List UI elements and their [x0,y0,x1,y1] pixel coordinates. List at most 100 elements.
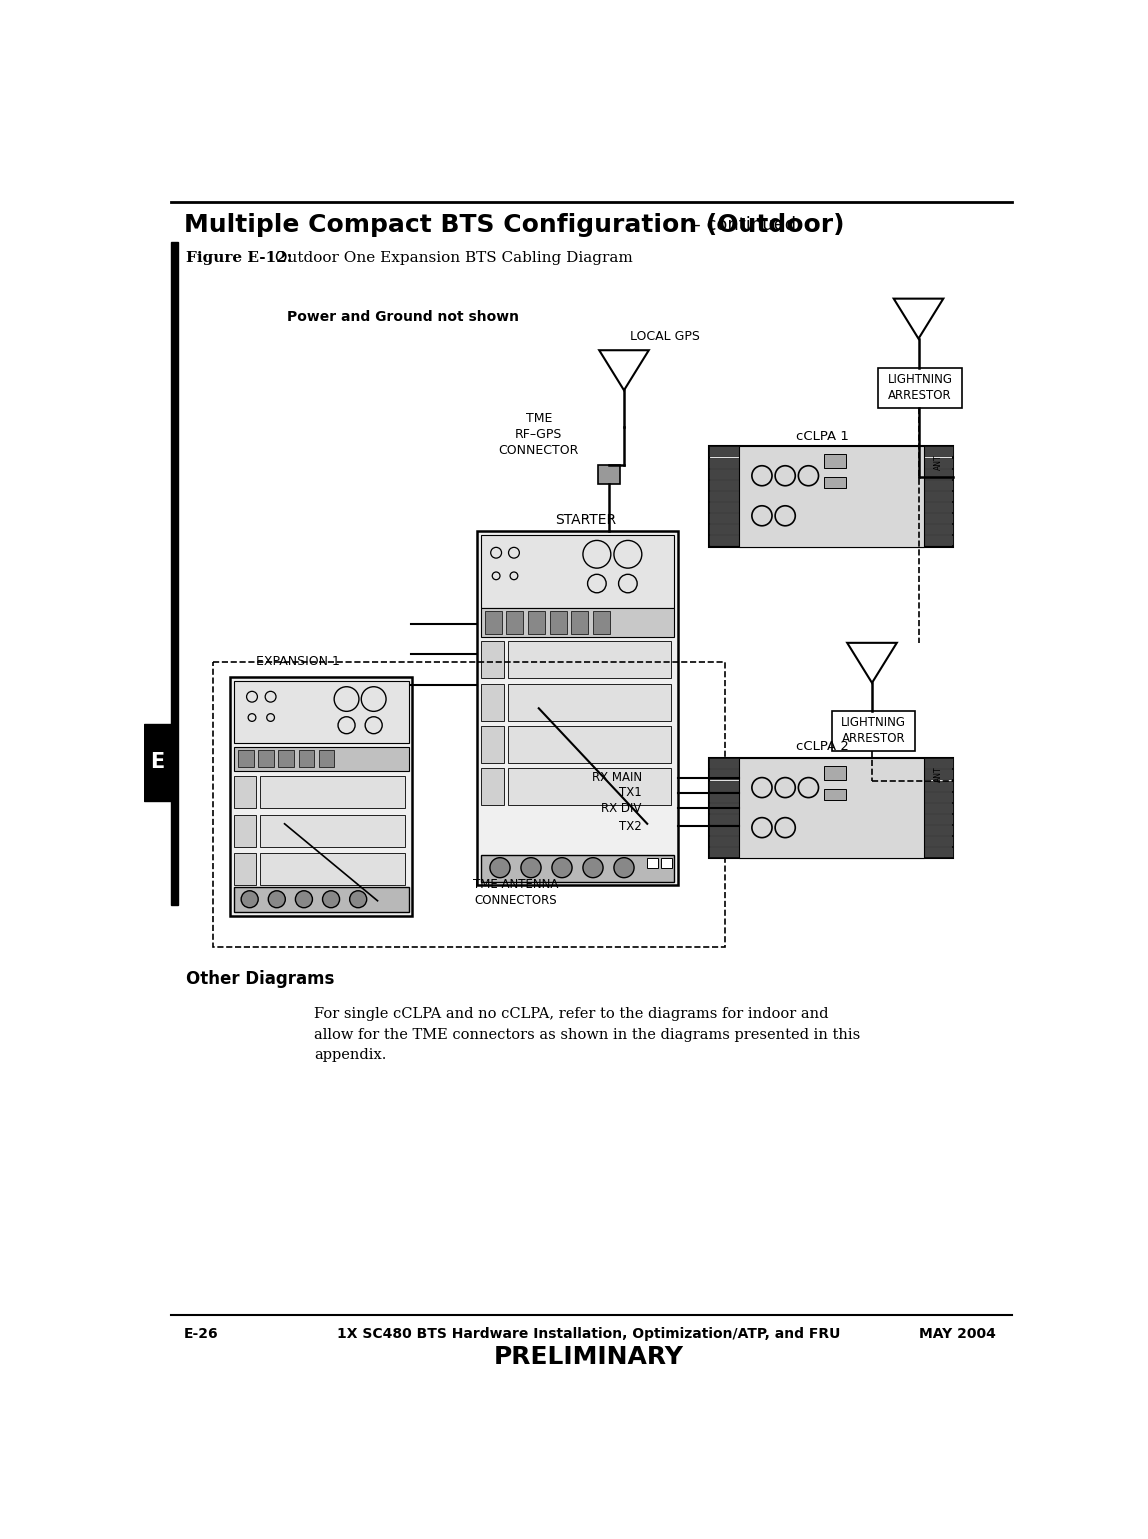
Circle shape [552,857,572,877]
Bar [507,642,670,679]
Text: ANT: ANT [934,766,944,782]
Bar [709,525,738,534]
Bar [924,469,953,479]
Bar [709,457,738,468]
Bar [924,512,953,523]
Bar [528,611,545,634]
Bar [924,457,953,468]
Text: cCLPA 2: cCLPA 2 [796,740,848,753]
Bar [924,825,953,836]
Text: – continued: – continued [687,215,796,234]
Text: Figure E-12:: Figure E-12: [186,251,293,265]
Bar [476,531,678,885]
Text: LIGHTNING
ARRESTOR: LIGHTNING ARRESTOR [841,716,906,745]
Bar [924,502,953,512]
Bar [738,759,924,859]
Bar [481,536,674,608]
Bar [709,491,738,500]
Bar [709,446,953,546]
Circle shape [614,857,634,877]
Text: TX2: TX2 [619,820,642,833]
Text: TX1: TX1 [619,786,642,799]
Bar [481,854,674,882]
Bar [924,480,953,489]
Bar [924,525,953,534]
Bar [709,814,738,823]
Bar [831,711,915,751]
Bar [234,776,256,808]
Bar [144,723,171,800]
Bar [709,480,738,489]
Bar [924,814,953,823]
Text: LIGHTNING
ARRESTOR: LIGHTNING ARRESTOR [887,374,953,403]
Bar [234,814,256,846]
Bar [507,768,670,805]
Bar [234,886,409,913]
Text: ANT: ANT [934,454,944,469]
Text: TME
RF–GPS
CONNECTOR: TME RF–GPS CONNECTOR [498,412,579,457]
Bar [259,776,405,808]
Bar [484,611,502,634]
Circle shape [521,857,541,877]
Polygon shape [847,643,897,683]
Bar [924,791,953,802]
Text: cCLPA 1: cCLPA 1 [796,429,848,443]
Bar [594,611,610,634]
Bar [481,608,674,637]
Bar [647,859,658,868]
Circle shape [350,891,366,908]
Bar [709,848,738,857]
Bar [481,768,504,805]
Bar [214,662,724,946]
Circle shape [323,891,340,908]
Bar [709,836,738,846]
Text: 1X SC480 BTS Hardware Installation, Optimization/ATP, and FRU: 1X SC480 BTS Hardware Installation, Opti… [336,1327,840,1340]
Text: LOCAL GPS: LOCAL GPS [630,329,700,343]
Bar [924,759,953,768]
Text: Outdoor One Expansion BTS Cabling Diagram: Outdoor One Expansion BTS Cabling Diagra… [270,251,633,265]
Bar [709,759,953,859]
Circle shape [269,891,286,908]
Polygon shape [893,299,944,339]
Bar [506,611,523,634]
Text: PRELIMINARY: PRELIMINARY [494,1345,683,1370]
Bar [824,766,846,780]
Bar [709,780,738,791]
Bar [481,642,504,679]
Bar [234,746,409,771]
Bar [924,770,953,779]
Bar [171,243,178,905]
Bar [924,803,953,813]
Bar [709,770,738,779]
Bar [481,683,504,720]
Text: RX MAIN: RX MAIN [591,771,642,783]
Bar [709,512,738,523]
Bar [298,749,315,766]
Bar [234,682,409,743]
Bar [278,749,294,766]
Text: STARTER: STARTER [554,514,615,528]
Bar [924,446,953,457]
Text: Multiple Compact BTS Configuration (Outdoor): Multiple Compact BTS Configuration (Outd… [184,212,844,237]
Bar [661,859,672,868]
Bar [319,749,334,766]
Text: E-26: E-26 [184,1327,218,1340]
Bar [550,611,567,634]
Bar [709,825,738,836]
Bar [924,491,953,500]
Text: For single cCLPA and no cCLPA, refer to the diagrams for indoor and
allow for th: For single cCLPA and no cCLPA, refer to … [315,1007,860,1062]
Bar [924,780,953,791]
Bar [259,814,405,846]
Bar [507,683,670,720]
Bar [238,749,254,766]
Text: E: E [150,753,164,773]
Text: Other Diagrams: Other Diagrams [186,970,334,988]
Bar [709,536,738,545]
Circle shape [583,857,603,877]
Polygon shape [599,351,649,391]
Bar [878,368,962,408]
Bar [709,469,738,479]
Text: RX DIV: RX DIV [602,802,642,814]
Text: Power and Ground not shown: Power and Ground not shown [287,311,519,325]
Bar [598,465,620,485]
